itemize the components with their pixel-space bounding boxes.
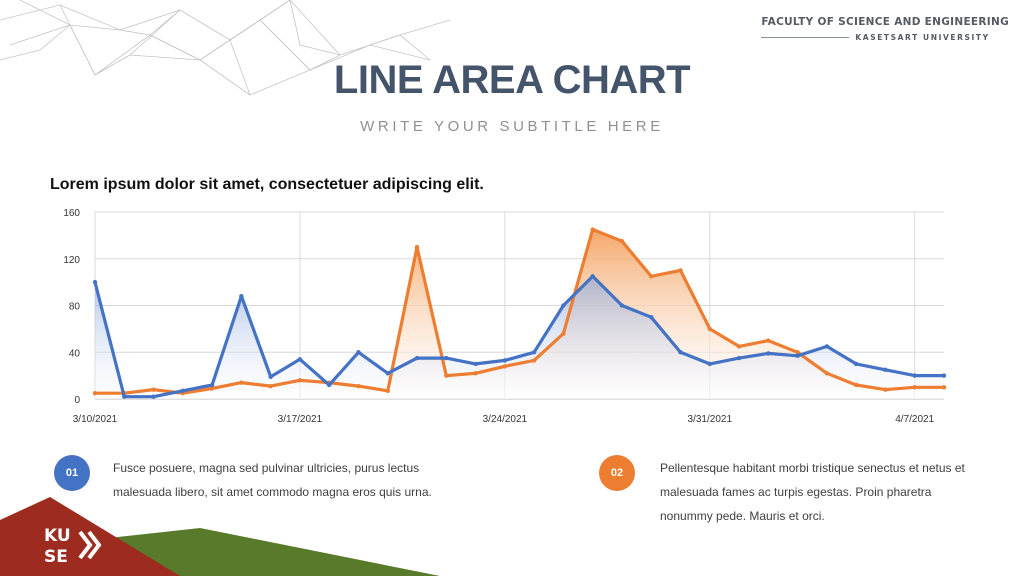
- series-1-point: [590, 274, 595, 279]
- series-1-point: [297, 357, 303, 362]
- point-2-badge: 02: [599, 455, 635, 491]
- series-2-point: [824, 371, 830, 376]
- series-1-point: [92, 279, 98, 285]
- brand-name: FACULTY OF SCIENCE AND ENGINEERING: [761, 16, 1009, 28]
- series-2-point: [941, 385, 947, 390]
- x-tick-label: 3/31/2021: [688, 414, 733, 425]
- series-1-line: [93, 274, 946, 399]
- y-tick-label: 40: [69, 348, 81, 359]
- series-1-point: [209, 382, 215, 388]
- series-1-point: [912, 373, 917, 378]
- series-2-area: [95, 229, 944, 399]
- series-2-point: [795, 350, 800, 355]
- brand-block: FACULTY OF SCIENCE AND ENGINEERING KASET…: [761, 16, 1009, 42]
- series-2-point: [561, 331, 566, 336]
- series-2-point: [883, 387, 888, 392]
- series-2-point: [502, 364, 508, 369]
- series-2-point: [912, 385, 917, 390]
- series-1-point: [853, 361, 859, 367]
- series-1-point: [531, 350, 537, 355]
- series-2-point: [385, 388, 390, 394]
- series-1-point: [678, 350, 683, 355]
- series-2-point: [678, 268, 683, 273]
- decorative-line-art: [0, 0, 451, 96]
- page-title: LINE AREA CHART: [333, 58, 691, 102]
- series-2-point: [736, 344, 742, 349]
- series-1-point: [795, 353, 800, 358]
- series-2-point: [766, 338, 771, 343]
- series-1-point: [356, 350, 361, 355]
- point-1-badge: 01: [54, 455, 90, 491]
- series-2-point: [473, 371, 478, 376]
- series-1-point: [502, 358, 508, 363]
- kuse-logo: KU SE: [44, 526, 102, 566]
- series-1-point: [941, 373, 947, 378]
- series-2-point: [619, 239, 625, 244]
- series-2-point: [707, 326, 712, 332]
- series-1-point: [883, 367, 888, 372]
- point-1-text: Fusce posuere, magna sed pulvinar ultric…: [113, 461, 432, 499]
- svg-text:SE: SE: [44, 547, 68, 566]
- series-1-point: [385, 371, 390, 376]
- line-area-chart: 0 40 80 120 160 3/10/2021 3/17/2021 3/24/2021 3/…: [63, 208, 947, 425]
- series-2-point: [590, 227, 595, 232]
- series-1-point: [619, 303, 625, 308]
- x-tick-label: 3/10/2021: [73, 414, 118, 425]
- brand-rule: [761, 37, 850, 38]
- series-2-point: [531, 358, 537, 363]
- series-2-point: [92, 390, 98, 396]
- series-2-point: [209, 386, 215, 391]
- series-1-point: [268, 374, 273, 379]
- series-2-point: [649, 274, 654, 279]
- series-1-point: [444, 355, 449, 361]
- series-1-point: [561, 303, 566, 308]
- series-2-point: [239, 380, 244, 385]
- series-1-point: [736, 355, 742, 361]
- y-tick-label: 160: [63, 208, 80, 219]
- y-tick-label: 0: [74, 395, 80, 406]
- x-tick-label: 3/17/2021: [278, 414, 323, 425]
- x-tick-label: 3/24/2021: [483, 414, 528, 425]
- brand-university: KASETSART UNIVERSITY: [855, 33, 990, 42]
- brand-subline: KASETSART UNIVERSITY: [761, 33, 1009, 42]
- series-2-point: [853, 382, 859, 388]
- series-2-point: [356, 383, 361, 389]
- series-1-point: [824, 344, 830, 349]
- chart-heading: Lorem ipsum dolor sit amet, consectetuer…: [50, 176, 484, 193]
- series-1-point: [151, 394, 156, 399]
- y-tick-label: 80: [69, 302, 81, 313]
- series-2-point: [151, 387, 156, 392]
- svg-text:KU: KU: [44, 526, 71, 546]
- series-2-point: [444, 373, 449, 378]
- series-2-point: [414, 244, 420, 250]
- series-2-point: [268, 383, 273, 389]
- point-2-text: Pellentesque habitant morbi tristique se…: [660, 461, 965, 523]
- page-subtitle: WRITE YOUR SUBTITLE HERE: [360, 118, 664, 135]
- series-1-area: [95, 276, 944, 399]
- series-1-point: [707, 361, 712, 367]
- series-2-point: [297, 378, 303, 383]
- series-1-point: [122, 394, 127, 399]
- series-1-point: [239, 293, 244, 299]
- series-1-point: [473, 361, 478, 367]
- y-tick-label: 120: [63, 255, 80, 266]
- series-1-point: [766, 351, 771, 356]
- series-1-point: [180, 388, 186, 394]
- series-1-point: [327, 382, 332, 388]
- series-1-point: [649, 314, 654, 320]
- series-1-point: [414, 355, 420, 361]
- x-tick-label: 4/7/2021: [895, 414, 934, 425]
